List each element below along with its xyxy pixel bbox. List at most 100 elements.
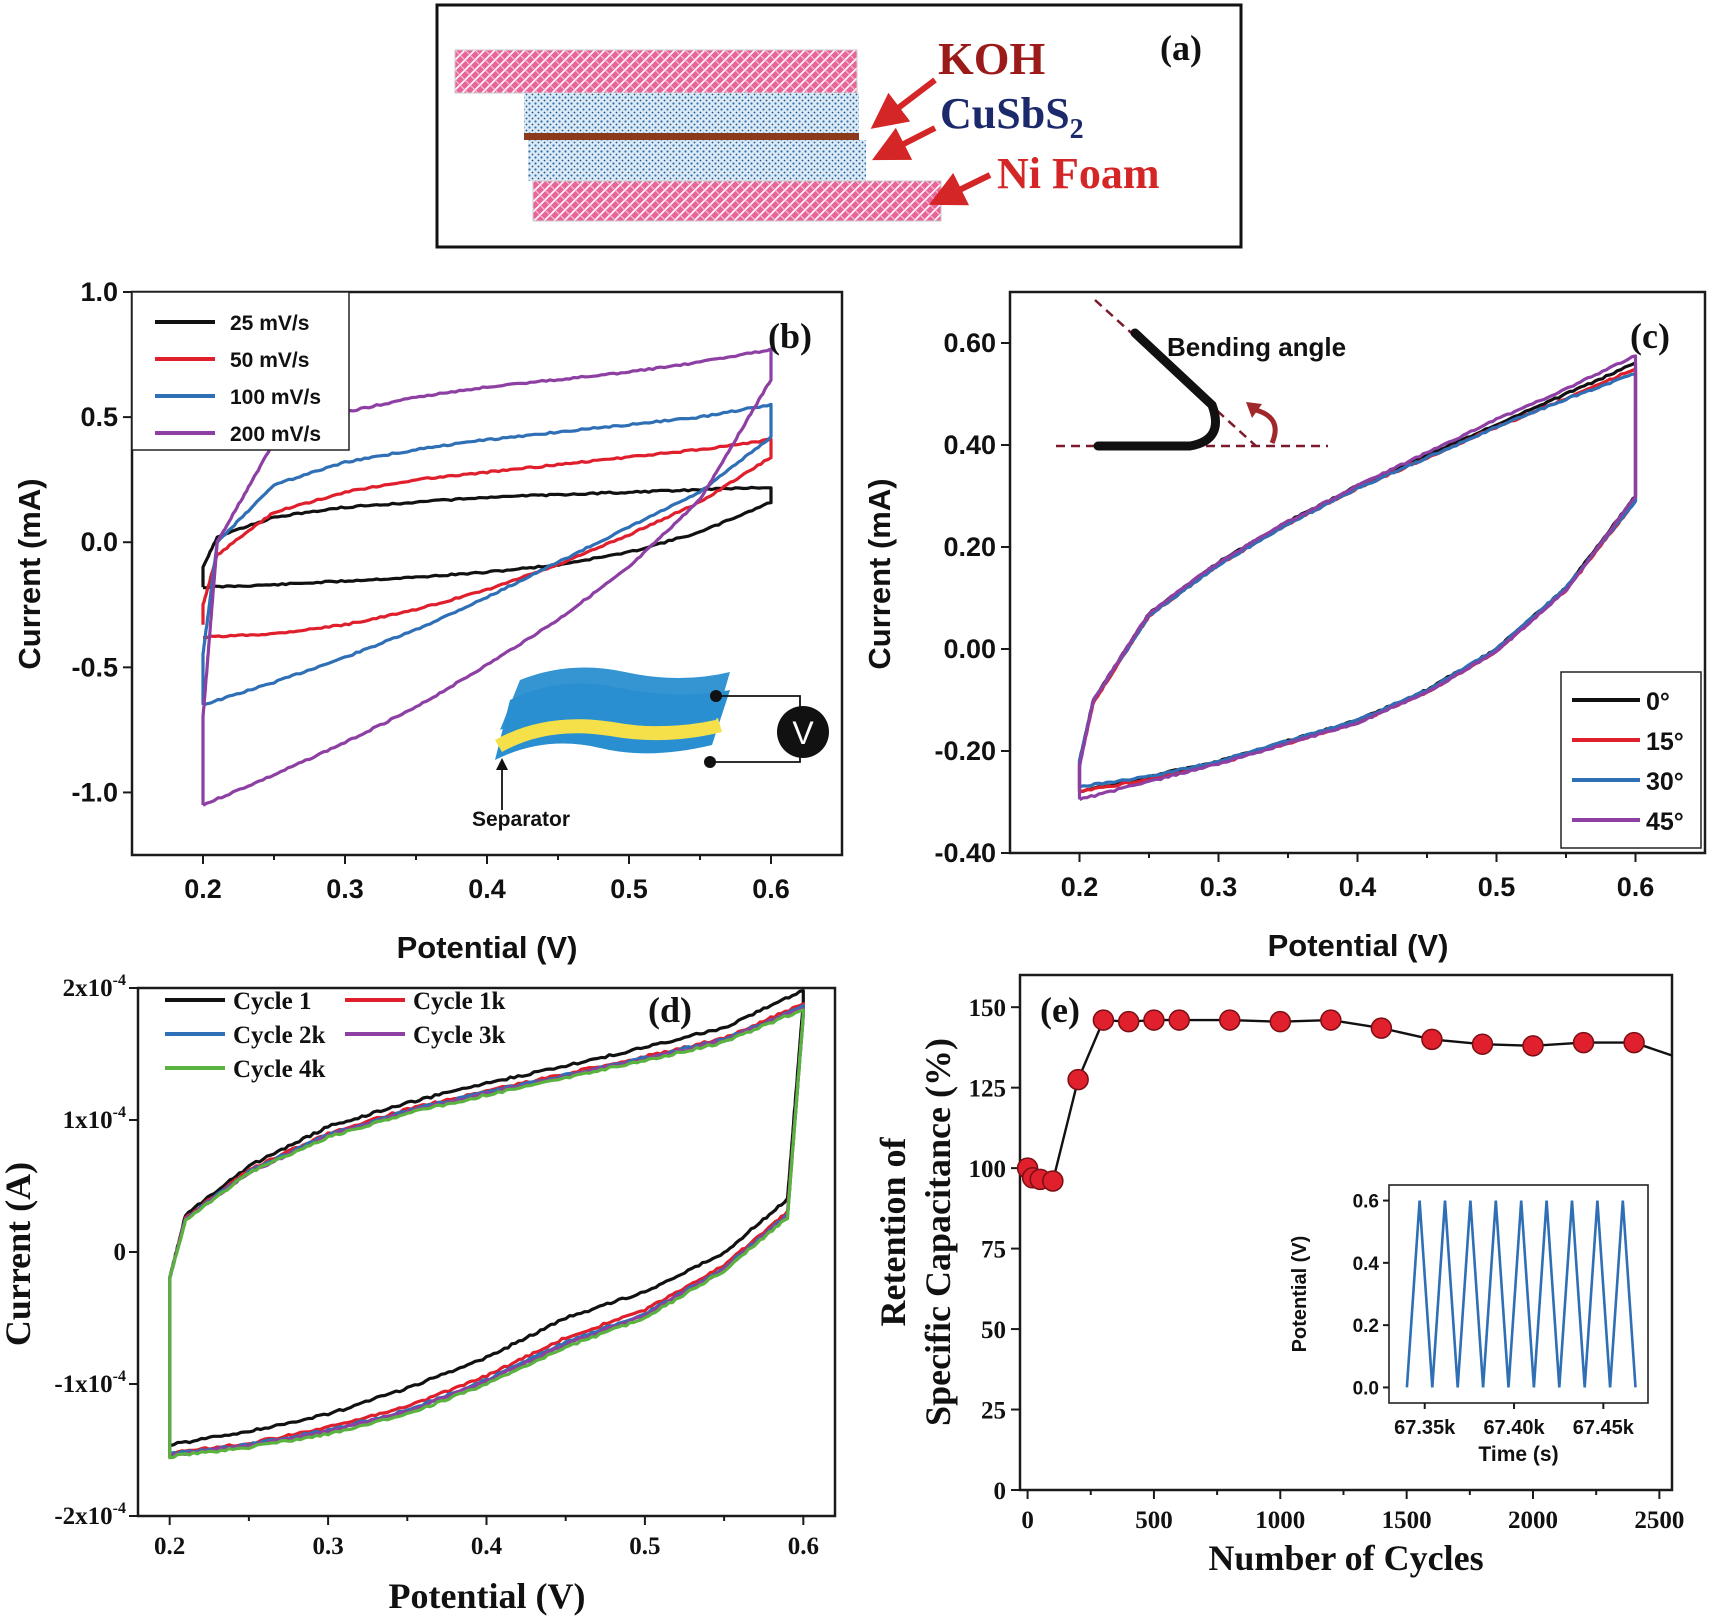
y-tick-label: 0 (114, 1239, 127, 1266)
koh-label: KOH (938, 33, 1046, 84)
data-point (1370, 1017, 1393, 1039)
chart-e: 0 500 1000 1500 2000 2500 0 25 50 75 100 125 150 (e) N… (873, 973, 1684, 1578)
y-tick-label: 0.00 (943, 634, 996, 664)
legend: 25 mV/s 50 mV/s 100 mV/s 200 mV/s (131, 291, 350, 451)
legend-label: 15° (1646, 728, 1684, 756)
y-tick-label-base: 1x10 (63, 1107, 113, 1134)
panel-a-label: (a) (1160, 28, 1202, 68)
x-tick-label: 0.3 (1200, 872, 1238, 902)
data-point (1269, 1010, 1292, 1033)
y-tick-label: 0.20 (943, 532, 996, 562)
inset-y-tick-label: 0.4 (1353, 1254, 1380, 1275)
inset-y-tick-label: 0.0 (1353, 1378, 1379, 1399)
legend-label: Cycle 1 (233, 988, 311, 1015)
y-tick-label: 1x10-4 (63, 1104, 126, 1134)
inset-y-tick-label: 0.6 (1353, 1192, 1379, 1213)
cusbs2-layer-top (524, 93, 859, 133)
x-tick-label: 0.6 (1617, 872, 1655, 902)
legend-label: Cycle 2k (233, 1022, 325, 1049)
bending-angle-label: Bending angle (1167, 332, 1346, 362)
y-tick-label-exp: -4 (113, 1500, 126, 1517)
arrow-icon (928, 172, 992, 206)
cv-curve-1 (168, 989, 805, 1449)
y-tick-label: -1x10-4 (54, 1368, 126, 1398)
chart-c: 0.2 0.3 0.4 0.5 0.6 -0.40 -0.20 0.00 0.20 0.40 0.6… (862, 290, 1707, 963)
y-tick-label: 125 (969, 1076, 1007, 1103)
y-axis-label-line2: Specific Capacitance (%) (918, 1038, 958, 1426)
legend: Cycle 1 Cycle 1k Cycle 2k Cycle 3k Cycle 4k (165, 988, 505, 1083)
legend-label: 50 mV/s (230, 349, 309, 372)
y-tick-label-base: 0 (114, 1239, 127, 1266)
y-tick-label: 0.40 (943, 430, 996, 460)
y-tick-label: -0.40 (934, 838, 996, 868)
x-tick-label: 0.5 (629, 1533, 660, 1560)
y-tick-label: 0.60 (943, 328, 996, 358)
x-tick-label: 0.2 (1061, 872, 1099, 902)
data-point (1421, 1028, 1443, 1051)
y-tick-label: 100 (969, 1156, 1007, 1183)
y-tick-label: 0 (994, 1478, 1007, 1505)
x-tick-label: 0.6 (788, 1533, 819, 1560)
device-inset: V Separator (472, 667, 829, 831)
x-tick-label: 0 (1021, 1507, 1034, 1534)
x-tick-label: 1500 (1382, 1507, 1432, 1534)
cv-curve-1 (1077, 361, 1638, 794)
x-tick-label: 0.3 (326, 874, 364, 904)
x-tick-label: 2500 (1634, 1507, 1684, 1534)
arrow-icon (1246, 402, 1262, 418)
inset-y-tick-label: 0.2 (1353, 1316, 1379, 1337)
cusbs2-label: CuSbS2 (940, 89, 1084, 145)
x-tick-label: 0.4 (471, 1533, 503, 1560)
ni-foam-label: Ni Foam (997, 149, 1160, 198)
cv-curve-3 (201, 402, 773, 707)
arrow-icon (871, 125, 937, 161)
chart-d: 0.2 0.3 0.4 0.5 0.6-2x10-4-1x10-401x10-42x10… (0, 972, 837, 1616)
x-tick-label: 0.5 (1478, 872, 1516, 902)
y-tick-label: -1.0 (71, 777, 118, 807)
cv-curve-2 (201, 437, 773, 640)
voltmeter-icon (777, 706, 829, 758)
plot-frame (1018, 973, 1674, 1492)
y-tick-label: 0.0 (80, 527, 118, 557)
inset-y-axis-label: Potential (V) (1289, 1236, 1311, 1353)
legend-label: 30° (1646, 768, 1684, 796)
y-tick-label: -2x10-4 (54, 1500, 126, 1530)
cv-curve-1 (201, 485, 773, 590)
y-tick-label-exp: -4 (113, 1104, 126, 1121)
y-tick-label-exp: -4 (113, 972, 126, 989)
separator-label: Separator (472, 808, 570, 831)
data-point (1471, 1033, 1494, 1055)
voltmeter-label: V (792, 715, 814, 751)
gcd-curve (1405, 1200, 1637, 1388)
data-point (1572, 1031, 1595, 1054)
x-tick-label: 500 (1135, 1507, 1173, 1534)
bent-device-icon (1093, 328, 1220, 451)
x-tick-label: 0.6 (752, 874, 790, 904)
y-axis-label: Current (mA) (862, 478, 897, 669)
cv-curve-5 (168, 1008, 805, 1460)
y-axis-label-line1: Retention of (873, 1137, 913, 1327)
inset-x-tick-label: 67.40k (1483, 1417, 1545, 1439)
panel-a: KOH CuSbS2 Ni Foam (a) (435, 3, 1243, 249)
separator-band-icon (498, 719, 717, 746)
inset-x-tick-label: 67.35k (1394, 1417, 1456, 1439)
y-tick-label-base: -2x10 (54, 1503, 112, 1530)
bending-inset: Bending angle (1056, 299, 1346, 451)
y-tick-label: 75 (981, 1237, 1006, 1264)
data-point (1219, 1009, 1241, 1031)
legend-label: 45° (1646, 808, 1684, 836)
panel-label: (c) (1630, 316, 1670, 356)
legend-label: Cycle 3k (413, 1022, 505, 1049)
data-point (1623, 1031, 1645, 1054)
y-tick-label: -0.5 (71, 652, 118, 682)
cusbs2-layer-bottom (528, 140, 866, 181)
data-point (1168, 1009, 1190, 1031)
x-tick-label: 0.5 (610, 874, 648, 904)
data-point (1143, 1009, 1165, 1031)
cusbs2-label-main: CuSbS (940, 89, 1070, 138)
data-point (1092, 1009, 1115, 1031)
x-axis-label: Potential (V) (1268, 928, 1449, 963)
y-tick-label: -0.20 (934, 736, 996, 766)
y-tick-label: 2x10-4 (63, 972, 126, 1002)
